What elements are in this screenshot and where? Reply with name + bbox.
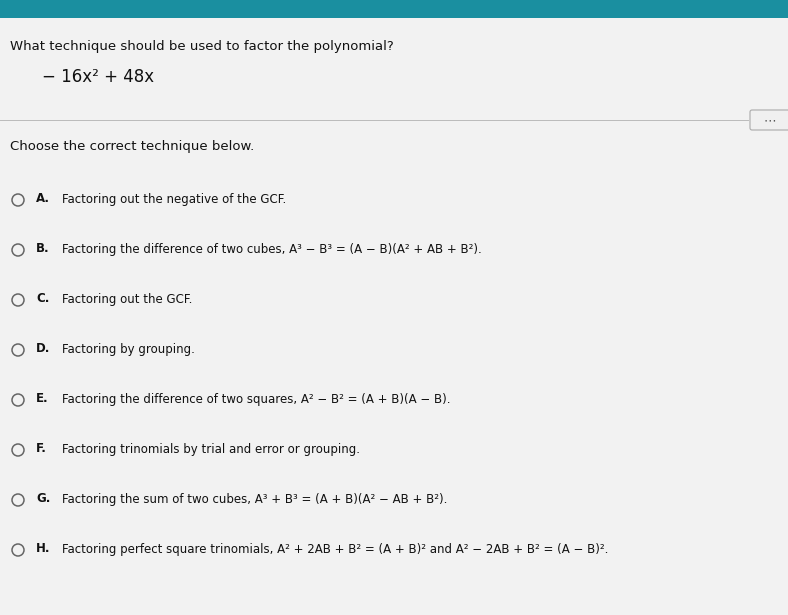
Text: D.: D. <box>36 343 50 355</box>
Text: Factoring by grouping.: Factoring by grouping. <box>62 343 195 355</box>
Text: G.: G. <box>36 493 50 506</box>
Text: B.: B. <box>36 242 50 255</box>
Text: Choose the correct technique below.: Choose the correct technique below. <box>10 140 255 153</box>
Text: H.: H. <box>36 542 50 555</box>
Text: Factoring out the negative of the GCF.: Factoring out the negative of the GCF. <box>62 192 286 205</box>
Text: ⋯: ⋯ <box>764 114 776 127</box>
Text: − 16x² + 48x: − 16x² + 48x <box>42 68 154 86</box>
Text: What technique should be used to factor the polynomial?: What technique should be used to factor … <box>10 40 394 53</box>
Text: Factoring trinomials by trial and error or grouping.: Factoring trinomials by trial and error … <box>62 443 360 456</box>
Bar <box>0 0 788 18</box>
Text: E.: E. <box>36 392 49 405</box>
Text: Factoring the difference of two cubes, A³ − B³ = (A − B)(A² + AB + B²).: Factoring the difference of two cubes, A… <box>62 242 481 255</box>
FancyBboxPatch shape <box>750 110 788 130</box>
Text: Factoring the sum of two cubes, A³ + B³ = (A + B)(A² − AB + B²).: Factoring the sum of two cubes, A³ + B³ … <box>62 493 448 506</box>
Text: C.: C. <box>36 293 50 306</box>
Text: F.: F. <box>36 443 46 456</box>
Text: Factoring perfect square trinomials, A² + 2AB + B² = (A + B)² and A² − 2AB + B² : Factoring perfect square trinomials, A² … <box>62 542 608 555</box>
Text: A.: A. <box>36 192 50 205</box>
Text: Factoring out the GCF.: Factoring out the GCF. <box>62 293 192 306</box>
Text: Factoring the difference of two squares, A² − B² = (A + B)(A − B).: Factoring the difference of two squares,… <box>62 392 451 405</box>
